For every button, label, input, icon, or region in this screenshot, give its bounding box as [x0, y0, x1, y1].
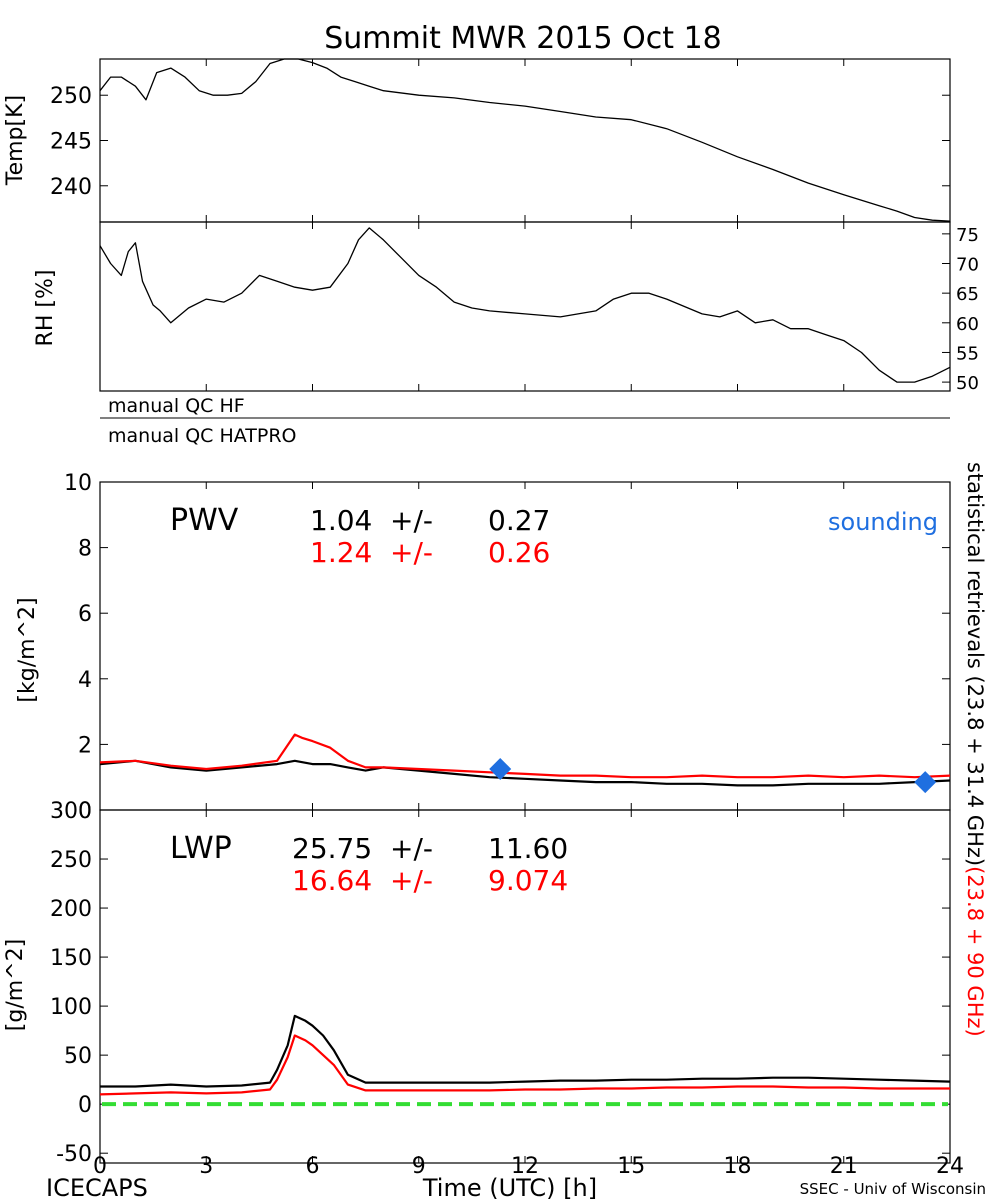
pwv-ytick-label: 0 [78, 799, 92, 824]
lwp-series-1-line [99, 1034, 950, 1096]
retrieval-label: statistical retrievals (23.8 + 31.4 GHz)… [963, 462, 987, 1037]
lwp-label: LWP [170, 831, 232, 866]
rh-ylabel: RH [%] [33, 270, 58, 347]
footer-left: ICECAPS [46, 1174, 148, 1200]
pwv-red-sd: 0.26 [488, 536, 550, 569]
x-tick-label: 21 [830, 1154, 858, 1179]
temp-series-0-line [99, 58, 951, 222]
lwp-stat-red: 16.64 +/- 9.074 [292, 864, 568, 897]
retrieval-label-black: statistical retrievals (23.8 + 31.4 GHz) [963, 462, 987, 866]
sounding-legend: sounding [828, 508, 938, 536]
lwp-black-pm: +/- [390, 832, 433, 865]
lwp-black-sd: 11.60 [488, 832, 568, 865]
pwv-black-mean: 1.04 [310, 504, 372, 537]
rh-ytick-label: 60 [956, 314, 979, 335]
lwp-red-mean: 16.64 [292, 864, 372, 897]
lwp-ytick-label: 200 [50, 897, 92, 922]
sounding-marker [914, 771, 937, 794]
lwp-ytick-label: 0 [78, 1093, 92, 1118]
pwv-stat-red: 1.24 +/- 0.26 [310, 536, 550, 569]
rh-series-0-line [99, 227, 951, 383]
rh-panel-frame [99, 221, 951, 392]
x-tick-label: 12 [511, 1154, 539, 1179]
pwv-black-pm: +/- [390, 504, 433, 537]
lwp-black-mean: 25.75 [292, 832, 372, 865]
temp-ylabel: Temp[K] [3, 95, 28, 186]
temp-panel-frame [99, 58, 951, 223]
lwp-series-0-line [100, 1014, 951, 1088]
x-tick-label: 9 [412, 1154, 426, 1179]
pwv-series-0-line [99, 759, 951, 787]
lwp-ytick-label: 50 [64, 1044, 92, 1069]
x-tick-label: 15 [617, 1154, 645, 1179]
chart-marks: 2402452505055606570750246810-50050100150… [50, 58, 979, 1179]
pwv-series-1-line [99, 733, 951, 779]
pwv-ylabel: [kg/m^2] [15, 597, 40, 702]
lwp-red-sd: 9.074 [488, 864, 568, 897]
qc-hatpro-label: manual QC HATPRO [108, 425, 297, 447]
rh-ytick-label: 65 [956, 284, 979, 305]
lwp-ytick-label: 250 [50, 848, 92, 873]
x-tick-label: 24 [936, 1154, 964, 1179]
rh-ytick-label: 55 [956, 343, 979, 364]
rh-ytick-label: 50 [956, 373, 979, 394]
lwp-ytick-label: 150 [50, 946, 92, 971]
qc-hf-label: manual QC HF [108, 395, 245, 417]
pwv-red-pm: +/- [390, 536, 433, 569]
rh-ytick-label: 75 [956, 225, 979, 246]
x-axis-title: Time (UTC) [h] [422, 1174, 597, 1200]
lwp-ytick-label: 100 [50, 995, 92, 1020]
lwp-ytick-label: 300 [50, 799, 92, 824]
pwv-ytick-label: 4 [78, 668, 92, 693]
x-tick-label: 0 [93, 1154, 107, 1179]
pwv-label: PWV [170, 503, 239, 538]
x-tick-label: 6 [306, 1154, 320, 1179]
sounding-marker [489, 758, 512, 780]
pwv-ytick-label: 2 [78, 733, 92, 758]
x-tick-label: 3 [199, 1154, 213, 1179]
temp-ytick-label: 240 [50, 175, 92, 200]
retrieval-label-red: (23.8 + 90 GHz) [963, 866, 987, 1037]
lwp-red-pm: +/- [390, 864, 433, 897]
pwv-ytick-label: 6 [78, 602, 92, 627]
pwv-ytick-label: 10 [64, 471, 92, 496]
figure-title: Summit MWR 2015 Oct 18 [324, 21, 722, 56]
x-tick-label: 18 [724, 1154, 752, 1179]
footer-right: SSEC - Univ of Wisconsin [800, 1180, 986, 1198]
pwv-ytick-label: 8 [78, 537, 92, 562]
temp-ytick-label: 245 [50, 130, 92, 155]
rh-ytick-label: 70 [956, 255, 979, 276]
lwp-stat-black: 25.75 +/- 11.60 [292, 832, 568, 865]
pwv-black-sd: 0.27 [488, 504, 550, 537]
pwv-stat-black: 1.04 +/- 0.27 [310, 504, 550, 537]
lwp-ytick-label: -50 [56, 1142, 92, 1167]
temp-ytick-label: 250 [50, 84, 92, 109]
pwv-red-mean: 1.24 [310, 536, 372, 569]
lwp-ylabel: [g/m^2] [3, 939, 28, 1031]
